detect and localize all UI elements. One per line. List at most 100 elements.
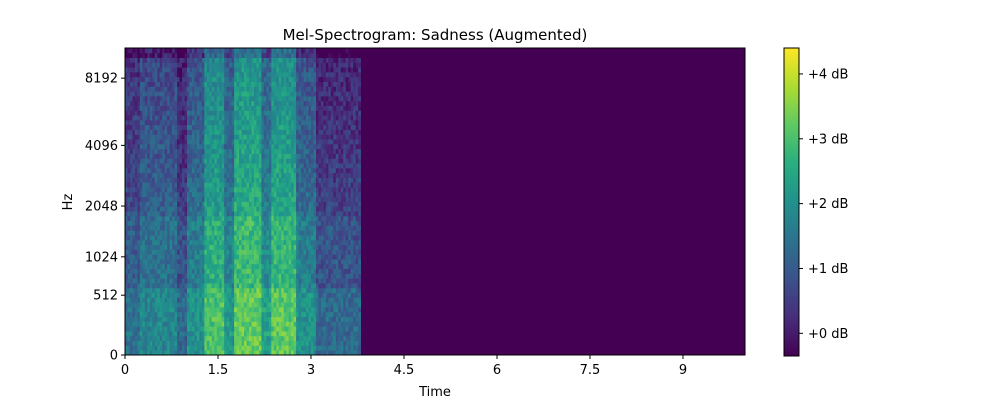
spectrogram-cell bbox=[291, 268, 295, 274]
spectrogram-cell bbox=[229, 86, 233, 92]
spectrogram-cell bbox=[144, 302, 148, 308]
spectrogram-cell bbox=[142, 86, 146, 92]
spectrogram-cell bbox=[234, 249, 237, 255]
spectrogram-cell bbox=[251, 316, 255, 322]
spectrogram-cell bbox=[137, 119, 141, 126]
spectrogram-cell bbox=[177, 273, 180, 279]
spectrogram-cell bbox=[253, 57, 257, 63]
spectrogram-cell bbox=[179, 153, 183, 159]
spectrogram-cell bbox=[224, 220, 228, 226]
spectrogram-cell bbox=[273, 220, 277, 226]
spectrogram-cell bbox=[303, 139, 307, 145]
spectrogram-cell bbox=[306, 249, 309, 255]
spectrogram-cell bbox=[288, 134, 292, 140]
spectrogram-cell bbox=[266, 331, 270, 337]
spectrogram-cell bbox=[234, 254, 237, 260]
spectrogram-cell bbox=[308, 62, 312, 68]
spectrogram-cell bbox=[256, 326, 260, 332]
spectrogram-cell bbox=[241, 153, 245, 159]
spectrogram-cell bbox=[154, 67, 158, 73]
spectrogram-cell bbox=[137, 143, 141, 150]
spectrogram-cell bbox=[134, 297, 138, 303]
spectrogram-cell bbox=[127, 129, 131, 135]
spectrogram-cell bbox=[196, 76, 200, 82]
spectrogram-cell bbox=[134, 259, 138, 265]
spectrogram-cell bbox=[306, 326, 309, 332]
spectrogram-cell bbox=[147, 292, 151, 298]
spectrogram-cell bbox=[241, 100, 245, 106]
spectrogram-cell bbox=[308, 153, 312, 159]
spectrogram-cell bbox=[214, 311, 218, 318]
spectrogram-cell bbox=[246, 311, 250, 318]
spectrogram-cell bbox=[132, 239, 136, 246]
spectrogram-cell bbox=[273, 297, 277, 303]
spectrogram-cell bbox=[256, 331, 260, 337]
spectrogram-cell bbox=[224, 311, 228, 318]
spectrogram-cell bbox=[244, 177, 247, 183]
spectrogram-cell bbox=[179, 52, 183, 58]
spectrogram-cell bbox=[258, 158, 262, 164]
spectrogram-cell bbox=[142, 235, 146, 241]
spectrogram-cell bbox=[167, 62, 171, 68]
spectrogram-cell bbox=[268, 259, 272, 265]
spectrogram-cell bbox=[249, 129, 252, 135]
spectrogram-cell bbox=[311, 129, 314, 135]
spectrogram-cell bbox=[216, 326, 220, 332]
spectrogram-cell bbox=[224, 345, 228, 351]
spectrogram-cell bbox=[144, 249, 148, 255]
spectrogram-cell bbox=[139, 139, 143, 145]
spectrogram-cell bbox=[278, 230, 282, 236]
spectrogram-cell bbox=[172, 278, 175, 284]
spectrogram-cell bbox=[286, 254, 290, 260]
spectrogram-cell bbox=[204, 76, 208, 82]
spectrogram-cell bbox=[142, 287, 146, 294]
spectrogram-cell bbox=[211, 201, 215, 207]
spectrogram-cell bbox=[253, 273, 257, 279]
spectrogram-cell bbox=[246, 153, 250, 159]
spectrogram-cell bbox=[273, 215, 277, 222]
spectrogram-cell bbox=[298, 287, 302, 294]
spectrogram-cell bbox=[169, 239, 173, 246]
spectrogram-cell bbox=[182, 191, 185, 198]
spectrogram-cell bbox=[147, 81, 151, 87]
spectrogram-cell bbox=[172, 153, 175, 159]
spectrogram-cell bbox=[315, 153, 319, 159]
spectrogram-cell bbox=[129, 110, 133, 116]
spectrogram-cell bbox=[209, 119, 213, 126]
spectrogram-cell bbox=[172, 129, 175, 135]
spectrogram-cell bbox=[298, 153, 302, 159]
spectrogram-cell bbox=[313, 220, 317, 226]
spectrogram-cell bbox=[177, 57, 180, 63]
spectrogram-cell bbox=[231, 119, 235, 126]
spectrogram-cell bbox=[301, 196, 304, 202]
spectrogram-cell bbox=[167, 254, 171, 260]
spectrogram-cell bbox=[142, 67, 146, 73]
spectrogram-cell bbox=[134, 307, 138, 313]
spectrogram-cell bbox=[293, 201, 297, 207]
spectrogram-cell bbox=[209, 249, 213, 255]
spectrogram-cell bbox=[172, 158, 175, 164]
spectrogram-cell bbox=[137, 167, 141, 174]
spectrogram-cell bbox=[298, 196, 302, 202]
spectrogram-cell bbox=[291, 52, 295, 58]
spectrogram-cell bbox=[256, 235, 260, 241]
spectrogram-cell bbox=[194, 167, 198, 174]
spectrogram-cell bbox=[263, 311, 267, 318]
spectrogram-cell bbox=[273, 335, 277, 342]
spectrogram-cell bbox=[239, 100, 242, 106]
spectrogram-cell bbox=[172, 91, 175, 97]
spectrogram-cell bbox=[239, 71, 242, 78]
spectrogram-cell bbox=[244, 249, 247, 255]
spectrogram-cell bbox=[303, 263, 307, 270]
spectrogram-cell bbox=[144, 91, 148, 97]
spectrogram-cell bbox=[209, 220, 213, 226]
spectrogram-cell bbox=[263, 278, 267, 284]
spectrogram-cell bbox=[239, 350, 242, 356]
spectrogram-cell bbox=[266, 119, 270, 126]
spectrogram-cell bbox=[169, 67, 173, 73]
spectrogram-cell bbox=[231, 115, 235, 121]
spectrogram-cell bbox=[266, 345, 270, 351]
spectrogram-cell bbox=[214, 268, 218, 274]
spectrogram-cell bbox=[261, 230, 265, 236]
spectrogram-cell bbox=[132, 321, 136, 327]
